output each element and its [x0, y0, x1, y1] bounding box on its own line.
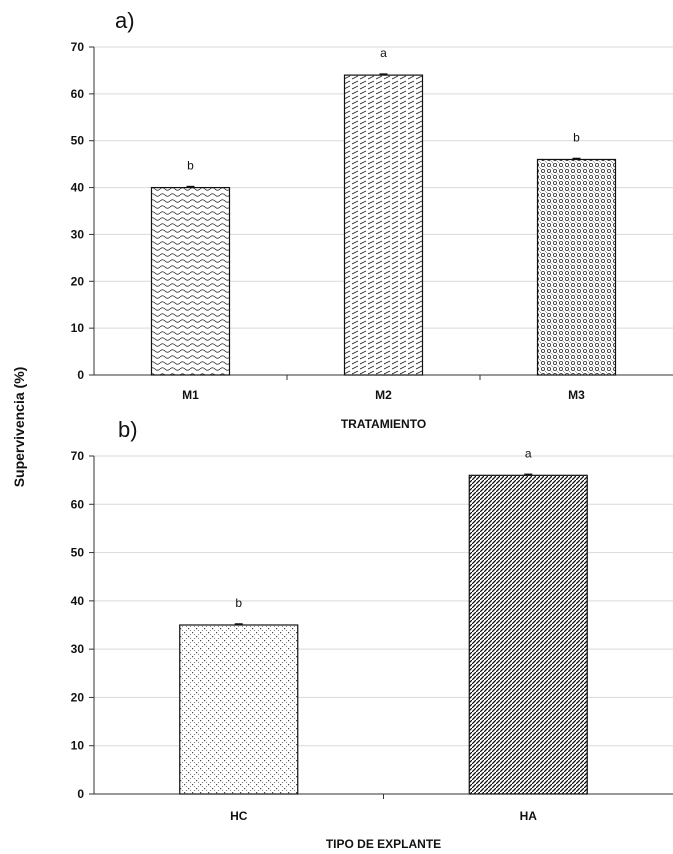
y-axis-title: Supervivencia (%): [11, 367, 27, 488]
x-tick-label: M3: [568, 388, 585, 402]
significance-label: a: [525, 446, 532, 460]
x-tick-label: M1: [182, 388, 199, 402]
x-tick-label: HA: [520, 809, 538, 823]
chart-panel-a: a) 0 10 20 30 40 50 60 70 b M1 a M2 b M3 TRATAMIENTO: [71, 8, 673, 431]
y-tick-label: 30: [71, 642, 85, 656]
y-tick-label: 0: [77, 787, 84, 801]
y-tick-label: 30: [71, 227, 85, 241]
significance-label: a: [380, 46, 387, 60]
y-tick-label: 20: [71, 274, 85, 288]
y-tick-label: 60: [71, 87, 85, 101]
x-tick-label: M2: [375, 388, 392, 402]
y-tick-label: 50: [71, 134, 85, 148]
y-tick-label: 10: [71, 739, 85, 753]
y-tick-label: 40: [71, 181, 85, 195]
significance-label: b: [187, 159, 194, 173]
y-tick-label: 60: [71, 497, 85, 511]
y-tick-label: 10: [71, 321, 85, 335]
x-axis-title: TRATAMIENTO: [341, 417, 426, 431]
bar-ha: [468, 474, 588, 795]
x-axis-title: TIPO DE EXPLANTE: [326, 837, 441, 851]
bar-m1: [150, 186, 231, 376]
y-tick-label: 20: [71, 690, 85, 704]
bar-hc: [179, 624, 299, 795]
panel-label: a): [115, 8, 135, 33]
y-tick-label: 70: [71, 449, 85, 463]
x-tick-label: HC: [230, 809, 248, 823]
y-tick-label: 50: [71, 546, 85, 560]
significance-label: b: [235, 596, 242, 610]
significance-label: b: [573, 130, 580, 144]
y-tick-label: 0: [77, 368, 84, 382]
chart-panel-b: b) 0 10 20 30 40 50 60 70 b HC a HA TIPO DE EXPLANTE: [71, 417, 673, 851]
y-tick-label: 40: [71, 594, 85, 608]
panel-label: b): [118, 417, 138, 442]
y-tick-label: 70: [71, 40, 85, 54]
bar-m2: [343, 74, 424, 376]
bar-m3: [536, 158, 617, 376]
